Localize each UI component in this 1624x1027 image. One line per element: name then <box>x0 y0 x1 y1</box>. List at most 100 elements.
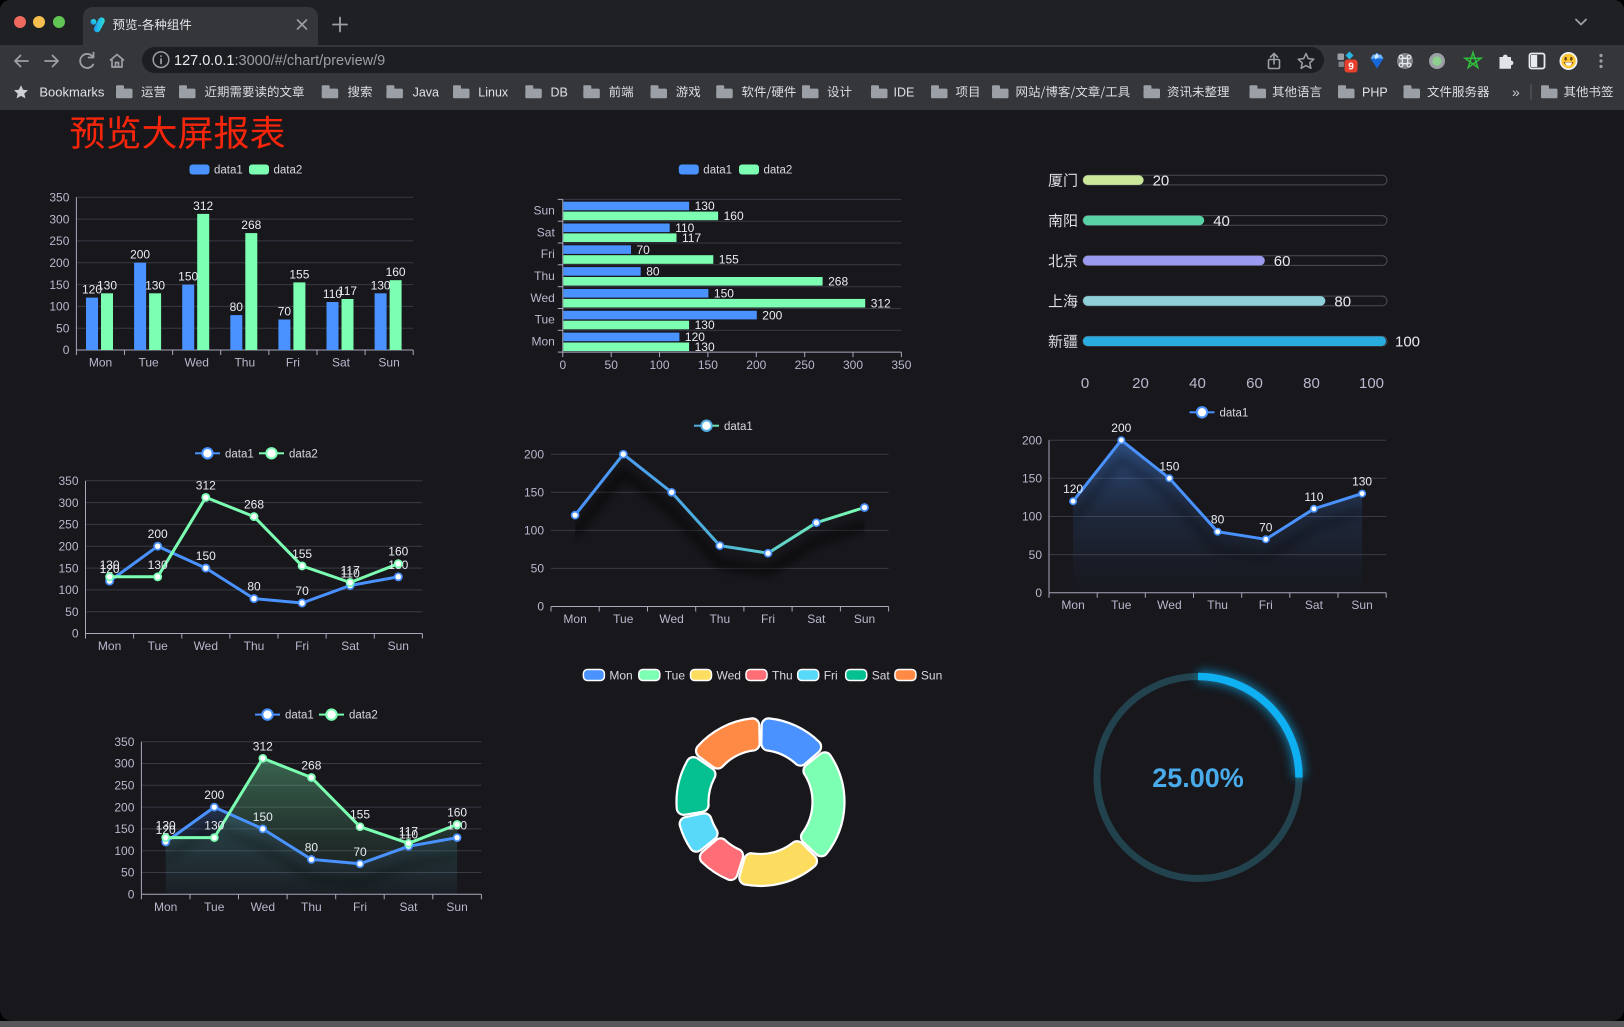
svg-text:Thu: Thu <box>534 269 555 283</box>
svg-text:120: 120 <box>1063 482 1083 496</box>
svg-text:100: 100 <box>1359 375 1384 392</box>
svg-text:155: 155 <box>719 253 739 267</box>
svg-text:Tue: Tue <box>665 668 686 682</box>
svg-text:130: 130 <box>97 278 117 292</box>
svg-text:100: 100 <box>1022 510 1042 524</box>
svg-text:130: 130 <box>1352 475 1372 489</box>
svg-text:Linux: Linux <box>478 85 509 99</box>
svg-text:Wed: Wed <box>1157 598 1181 612</box>
svg-text:Sat: Sat <box>1305 598 1324 612</box>
svg-text:100: 100 <box>49 300 69 314</box>
svg-text:130: 130 <box>695 199 715 213</box>
svg-text:100: 100 <box>1395 334 1420 351</box>
svg-text:Sat: Sat <box>537 225 556 239</box>
svg-text:70: 70 <box>637 243 651 257</box>
svg-text:80: 80 <box>247 580 261 594</box>
svg-text:Sun: Sun <box>533 204 554 218</box>
svg-text:Tue: Tue <box>204 900 225 914</box>
svg-text:60: 60 <box>1246 375 1263 392</box>
svg-text:155: 155 <box>350 808 370 822</box>
svg-text:110: 110 <box>399 827 418 841</box>
svg-text:80: 80 <box>646 265 660 279</box>
svg-text:160: 160 <box>447 806 467 820</box>
svg-text:150: 150 <box>1159 459 1179 473</box>
svg-text:268: 268 <box>244 498 264 512</box>
svg-text:130: 130 <box>100 558 120 572</box>
svg-text:Wed: Wed <box>184 356 208 370</box>
svg-text:100: 100 <box>649 358 669 372</box>
svg-text:200: 200 <box>204 788 224 802</box>
svg-text:200: 200 <box>524 447 544 461</box>
svg-text:200: 200 <box>130 248 150 262</box>
svg-text:350: 350 <box>58 474 78 488</box>
svg-text:350: 350 <box>49 191 69 205</box>
svg-text:200: 200 <box>762 308 782 322</box>
svg-text:110: 110 <box>1304 490 1323 504</box>
svg-text:312: 312 <box>253 739 273 753</box>
svg-text:Sat: Sat <box>332 356 351 370</box>
svg-text:Sun: Sun <box>854 612 875 626</box>
svg-text:50: 50 <box>1029 548 1043 562</box>
svg-text:130: 130 <box>695 318 715 332</box>
svg-text:80: 80 <box>1303 375 1320 392</box>
svg-text:Sat: Sat <box>807 612 826 626</box>
svg-text:150: 150 <box>178 270 198 284</box>
svg-text:155: 155 <box>292 547 312 561</box>
svg-text:70: 70 <box>295 584 309 598</box>
svg-text:Sun: Sun <box>378 356 399 370</box>
svg-text:Bookmarks: Bookmarks <box>39 84 105 99</box>
svg-text:200: 200 <box>746 358 766 372</box>
svg-text:110: 110 <box>323 287 342 301</box>
svg-text:data2: data2 <box>349 710 378 722</box>
svg-text:312: 312 <box>193 199 213 213</box>
svg-text:350: 350 <box>891 358 911 372</box>
svg-text:150: 150 <box>1022 472 1042 486</box>
svg-text:Thu: Thu <box>244 639 265 653</box>
svg-text:Mon: Mon <box>531 334 554 348</box>
svg-text:130: 130 <box>156 819 176 833</box>
svg-text:Thu: Thu <box>709 612 730 626</box>
svg-text:250: 250 <box>114 779 134 793</box>
svg-text:Wed: Wed <box>530 291 554 305</box>
svg-text:130: 130 <box>148 558 168 572</box>
svg-text:300: 300 <box>114 757 134 771</box>
svg-text:Fri: Fri <box>541 247 555 261</box>
svg-text:Tue: Tue <box>138 356 159 370</box>
svg-text:Fri: Fri <box>353 900 367 914</box>
svg-text:25.00%: 25.00% <box>1152 763 1244 793</box>
svg-text:150: 150 <box>58 561 78 575</box>
svg-text:130: 130 <box>371 278 391 292</box>
svg-text:150: 150 <box>698 358 718 372</box>
svg-text:100: 100 <box>58 583 78 597</box>
svg-text:Java: Java <box>413 85 439 99</box>
svg-text:data2: data2 <box>289 448 318 460</box>
svg-text:Fri: Fri <box>286 356 300 370</box>
svg-text:Fri: Fri <box>824 668 838 682</box>
svg-text:200: 200 <box>148 527 168 541</box>
svg-text:300: 300 <box>843 358 863 372</box>
svg-text:Thu: Thu <box>301 900 322 914</box>
svg-text:Mon: Mon <box>98 639 121 653</box>
svg-text:130: 130 <box>145 278 165 292</box>
svg-text:data1: data1 <box>703 165 732 177</box>
svg-text:117: 117 <box>682 231 701 245</box>
svg-text:150: 150 <box>524 486 544 500</box>
svg-text:130: 130 <box>204 819 224 833</box>
svg-text:IDE: IDE <box>894 85 915 99</box>
svg-text:120: 120 <box>100 562 120 576</box>
svg-text:0: 0 <box>63 343 70 357</box>
svg-text:160: 160 <box>388 545 408 559</box>
svg-text:130: 130 <box>695 340 715 354</box>
svg-text:50: 50 <box>531 562 545 576</box>
svg-text:0: 0 <box>537 600 544 614</box>
svg-text:Sun: Sun <box>446 900 467 914</box>
svg-text:200: 200 <box>1111 421 1131 435</box>
svg-text:80: 80 <box>1211 513 1225 527</box>
svg-text:117: 117 <box>341 564 360 578</box>
svg-text:40: 40 <box>1189 375 1206 392</box>
svg-text:268: 268 <box>828 275 848 289</box>
svg-text:300: 300 <box>58 496 78 510</box>
svg-text:312: 312 <box>871 296 891 310</box>
svg-text:120: 120 <box>156 823 176 837</box>
svg-text:data2: data2 <box>274 165 303 177</box>
